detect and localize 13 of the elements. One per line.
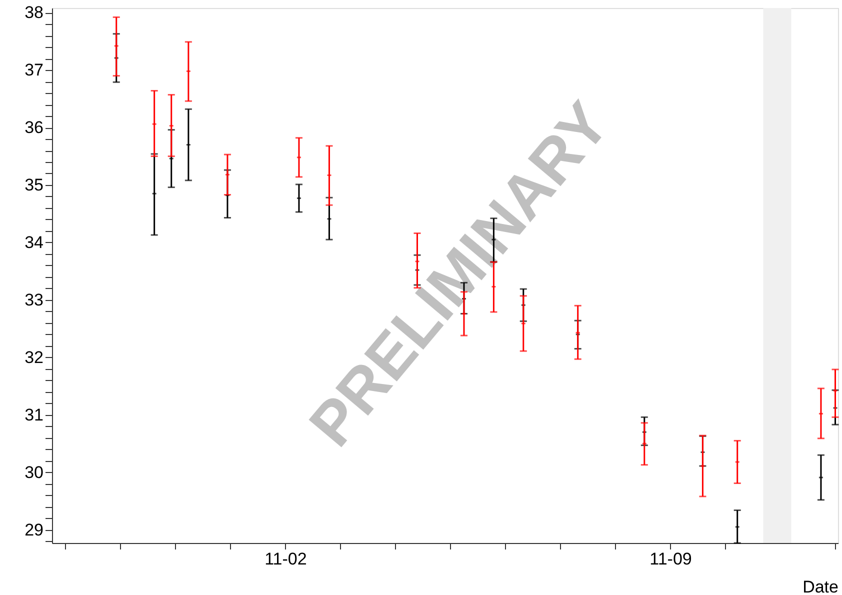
y-tick-label: 35 [24, 175, 44, 194]
x-tick-label: 11-09 [650, 550, 692, 568]
y-tick-label: 32 [24, 348, 44, 367]
x-axis-title: Date [802, 578, 838, 595]
y-tick-label: 34 [24, 232, 44, 252]
x-tick-label: 11-02 [264, 550, 307, 568]
y-tick-label: 29 [24, 520, 44, 540]
y-tick-label: 38 [24, 3, 44, 22]
y-tick-label: 30 [24, 462, 44, 482]
y-tick-label: 36 [24, 118, 44, 138]
y-tick-label: 37 [24, 60, 44, 80]
y-tick-label: 31 [24, 405, 44, 424]
y-tick-label: 33 [24, 290, 44, 310]
